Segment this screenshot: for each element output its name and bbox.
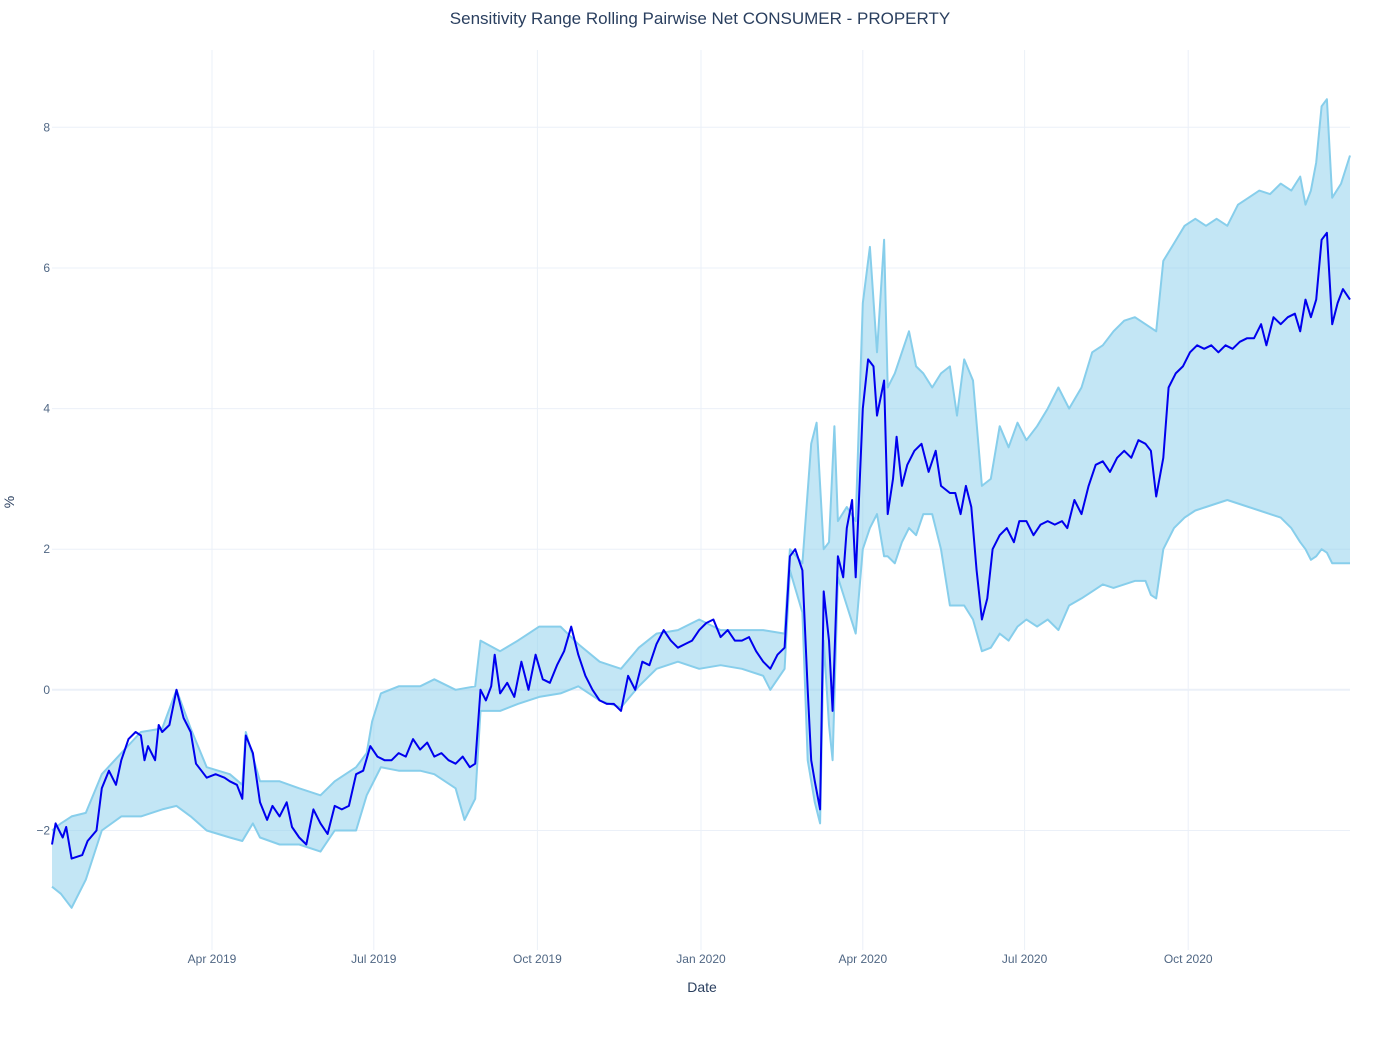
x-tick-label: Apr 2019 bbox=[188, 952, 237, 966]
x-tick-label: Apr 2020 bbox=[838, 952, 887, 966]
x-tick-label: Oct 2020 bbox=[1164, 952, 1213, 966]
x-tick-label: Jul 2019 bbox=[351, 952, 397, 966]
band-layer bbox=[51, 98, 1351, 909]
chart-title: Sensitivity Range Rolling Pairwise Net C… bbox=[450, 9, 950, 28]
x-tick-label: Oct 2019 bbox=[513, 952, 562, 966]
line-layer bbox=[51, 231, 1351, 860]
y-tick-label: 0 bbox=[43, 683, 50, 697]
y-axis-title: % bbox=[1, 496, 17, 508]
y-tick-label: 4 bbox=[43, 402, 50, 416]
y-tick-label: 8 bbox=[43, 120, 50, 134]
x-tick-label: Jan 2020 bbox=[676, 952, 726, 966]
net-sensitivity-line bbox=[51, 231, 1351, 860]
sensitivity-range-band bbox=[52, 99, 1350, 908]
tick-layer: Apr 2019 Jul 2019 Oct 2019 Jan 2020 Apr 2020… bbox=[36, 120, 1213, 966]
x-tick-label: Jul 2020 bbox=[1002, 952, 1048, 966]
upper-bound-line bbox=[51, 98, 1351, 832]
lower-bound-line bbox=[51, 499, 1350, 909]
y-tick-label: 6 bbox=[43, 261, 50, 275]
y-tick-label: −2 bbox=[36, 824, 50, 838]
x-axis-title: Date bbox=[687, 979, 717, 995]
y-tick-label: 2 bbox=[43, 542, 50, 556]
